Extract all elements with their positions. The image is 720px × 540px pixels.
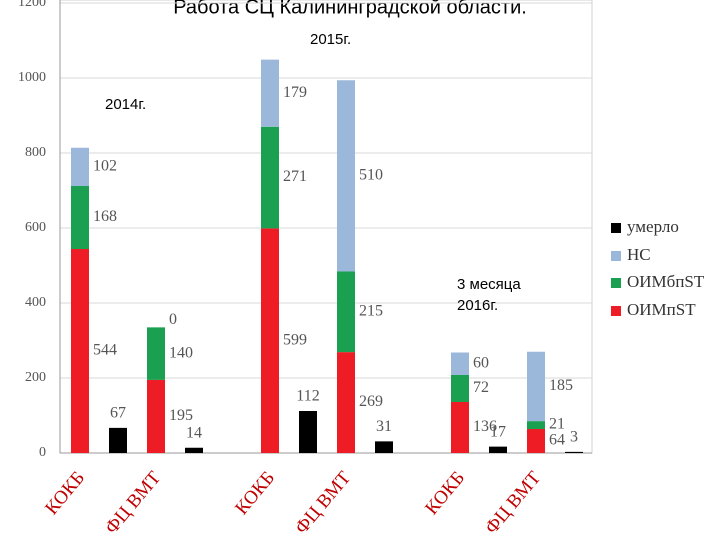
x-tick-label: КОКБ — [41, 468, 89, 519]
value-label: 17 — [490, 423, 506, 440]
annotation: 2015г. — [310, 31, 351, 48]
x-tick-label: ФЦ ВМТ — [291, 467, 355, 538]
value-label: 136 — [473, 418, 497, 435]
bar-segment — [337, 352, 355, 453]
value-label: 185 — [549, 377, 573, 394]
bar-segment — [527, 429, 545, 453]
value-label: 21 — [549, 416, 565, 433]
bar-segment — [109, 427, 127, 453]
value-label: 140 — [169, 344, 193, 361]
legend-swatch — [611, 278, 621, 288]
value-label: 599 — [283, 331, 307, 348]
legend-label: умерло — [627, 217, 679, 236]
y-tick-label: 1000 — [18, 70, 46, 85]
bar-segment — [261, 228, 279, 453]
value-label: 102 — [93, 158, 117, 175]
legend-label: ОИМпST — [627, 300, 696, 319]
y-tick-label: 0 — [39, 445, 46, 460]
bar-segment — [527, 421, 545, 429]
value-label: 215 — [359, 302, 383, 319]
value-label: 179 — [283, 84, 307, 101]
value-label: 72 — [473, 379, 489, 396]
bar-segment — [451, 352, 469, 375]
y-tick-label: 600 — [25, 220, 46, 235]
value-label: 14 — [186, 424, 202, 441]
value-label: 64 — [549, 432, 565, 449]
value-label: 271 — [283, 168, 307, 185]
annotation: 2014г. — [105, 96, 146, 113]
bar-segment — [375, 441, 393, 453]
legend-swatch — [611, 251, 621, 261]
bar-segment — [71, 249, 89, 453]
value-label: 31 — [376, 418, 392, 435]
bar-segment — [489, 446, 507, 453]
bar-segment — [451, 375, 469, 402]
y-tick-label: 200 — [25, 370, 46, 385]
value-label: 67 — [110, 405, 126, 422]
value-label: 60 — [473, 354, 489, 371]
x-tick-label: ФЦ ВМТ — [101, 467, 165, 538]
value-label: 269 — [359, 393, 383, 410]
bar-segment — [451, 402, 469, 453]
x-tick-label: КОКБ — [231, 468, 279, 519]
chart-title: Работа СЦ Калининградской области. — [173, 0, 527, 18]
bar-segment — [337, 271, 355, 353]
bar-segment — [71, 147, 89, 186]
bar-segment — [147, 379, 165, 453]
annotation: 2016г. — [457, 297, 498, 314]
bar-segment — [565, 451, 583, 453]
bar-segment — [299, 411, 317, 453]
legend-swatch — [611, 306, 621, 316]
bar-segment — [147, 327, 165, 380]
y-tick-label: 400 — [25, 295, 46, 310]
x-tick-label: ФЦ ВМТ — [481, 467, 545, 538]
value-label: 3 — [570, 429, 578, 446]
value-label: 112 — [296, 388, 319, 405]
bar-segment — [185, 447, 203, 453]
value-label: 168 — [93, 208, 117, 225]
legend-label: НС — [627, 245, 651, 264]
bar-segment — [527, 351, 545, 422]
value-label: 544 — [93, 342, 117, 359]
legend-swatch — [611, 223, 621, 233]
y-tick-label: 800 — [25, 145, 46, 160]
annotation: 3 месяца — [457, 276, 521, 293]
x-tick-label: КОКБ — [421, 468, 469, 519]
legend-label: ОИМбпST — [627, 272, 705, 291]
value-label: 195 — [169, 407, 193, 424]
bar-segment — [261, 59, 279, 127]
value-label: 510 — [359, 167, 383, 184]
bar-segment — [71, 186, 89, 249]
value-label: 0 — [169, 311, 177, 328]
y-tick-label: 1200 — [18, 0, 46, 10]
bar-segment — [261, 126, 279, 229]
bar-segment — [337, 80, 355, 272]
plot-area — [59, 0, 593, 454]
